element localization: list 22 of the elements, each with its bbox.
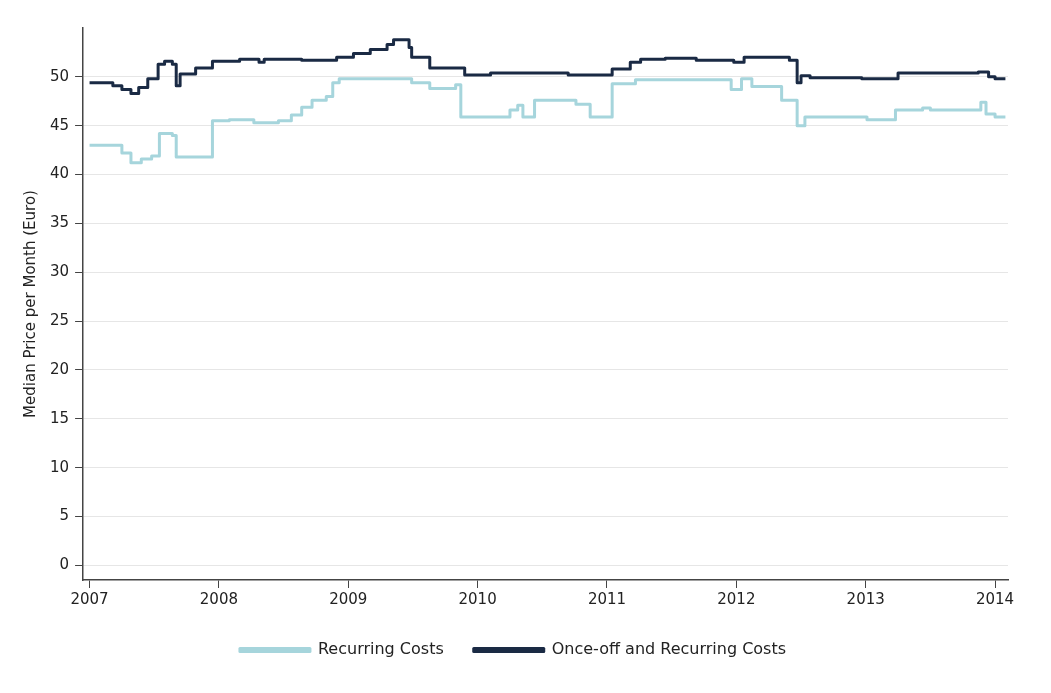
y-tick-label: 5 [59,506,70,525]
x-tick-label: 2008 [199,589,239,608]
y-axis-title: Median Price per Month (Euro) [20,190,39,418]
y-tick-label: 45 [49,115,70,134]
y-tick-label: 0 [59,555,70,574]
y-tick-label: 15 [49,408,70,427]
y-tick-label: 50 [49,66,70,85]
x-tick-label: 2010 [458,589,497,608]
y-tick-label: 35 [49,213,70,232]
x-tick-label: 2011 [587,589,627,608]
y-tick-label: 20 [49,359,70,378]
x-tick-label: 2007 [70,589,109,608]
x-tick-label: 2013 [846,589,885,608]
x-tick-label: 2012 [717,589,756,608]
y-tick-label: 40 [49,164,70,183]
y-tick-label: 10 [49,457,70,476]
x-tick-label: 2009 [329,589,368,608]
x-tick-label: 2014 [975,589,1015,608]
y-tick-label: 30 [49,262,70,281]
legend-label: Recurring Costs [317,639,444,659]
legend-label: Once-off and Recurring Costs [551,639,787,659]
y-tick-label: 25 [49,310,70,329]
